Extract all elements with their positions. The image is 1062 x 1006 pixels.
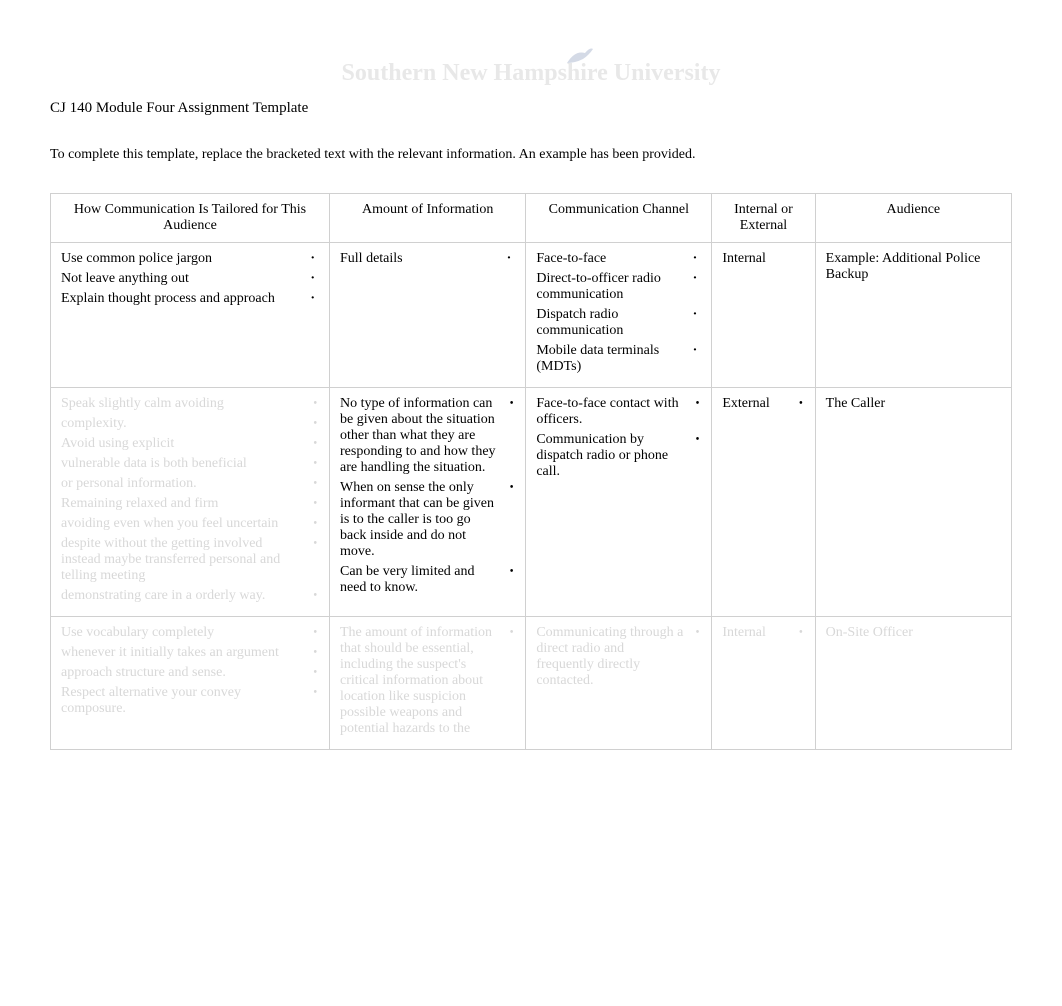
cell-internal: Internal [712, 617, 815, 750]
table-row: Use common police jargon Not leave anythi… [51, 243, 1012, 388]
cell-internal: Internal [712, 243, 815, 388]
list-item: Use common police jargon [61, 251, 319, 267]
list-item: When on sense the only informant that ca… [340, 480, 515, 560]
list-item: Remaining relaxed and firm [61, 496, 319, 512]
cell-amount: The amount of information that should be… [330, 617, 526, 750]
list-item: despite without the getting involved ins… [61, 536, 319, 584]
cell-amount: No type of information can be given abou… [330, 388, 526, 617]
list-item: Face-to-face contact with officers. [536, 396, 701, 428]
list-item: The amount of information that should be… [340, 625, 515, 737]
list-item: avoiding even when you feel uncertain [61, 516, 319, 532]
list-item: or personal information. [61, 476, 319, 492]
list-item: approach structure and sense. [61, 665, 319, 681]
header-tailored: How Communication Is Tailored for This A… [51, 194, 330, 243]
list-item: whenever it initially takes an argument [61, 645, 319, 661]
list-item: vulnerable data is both beneficial [61, 456, 319, 472]
table-row: Use vocabulary completely whenever it in… [51, 617, 1012, 750]
list-item: No type of information can be given abou… [340, 396, 515, 476]
list-item: Not leave anything out [61, 271, 319, 287]
list-item: Face-to-face [536, 251, 701, 267]
cell-tailored: Use common police jargon Not leave anythi… [51, 243, 330, 388]
list-item: complexity. [61, 416, 319, 432]
table-header-row: How Communication Is Tailored for This A… [51, 194, 1012, 243]
cell-internal: External [712, 388, 815, 617]
cell-tailored: Speak slightly calm avoiding complexity.… [51, 388, 330, 617]
list-item: Communicating through a direct radio and… [536, 625, 701, 689]
cell-audience: On-Site Officer [815, 617, 1011, 750]
cell-channel: Face-to-face Direct-to-officer radio comm… [526, 243, 712, 388]
list-item: Avoid using explicit [61, 436, 319, 452]
header-amount: Amount of Information [330, 194, 526, 243]
table-row: Speak slightly calm avoiding complexity.… [51, 388, 1012, 617]
list-item: Respect alternative your convey composur… [61, 685, 319, 717]
list-item: Mobile data terminals (MDTs) [536, 343, 701, 375]
list-item: External [722, 396, 804, 412]
watermark-logo-icon [565, 45, 595, 67]
cell-audience: The Caller [815, 388, 1011, 617]
header-channel: Communication Channel [526, 194, 712, 243]
list-item: Dispatch radio communication [536, 307, 701, 339]
list-item: Explain thought process and approach [61, 291, 319, 307]
list-item: Communication by dispatch radio or phone… [536, 432, 701, 480]
list-item: Internal [722, 625, 804, 641]
list-item: Can be very limited and need to know. [340, 564, 515, 596]
cell-channel: Face-to-face contact with officers. Commu… [526, 388, 712, 617]
communication-table: How Communication Is Tailored for This A… [50, 193, 1012, 750]
header-internal: Internal or External [712, 194, 815, 243]
cell-channel: Communicating through a direct radio and… [526, 617, 712, 750]
list-item: Direct-to-officer radio communication [536, 271, 701, 303]
list-item: demonstrating care in a orderly way. [61, 588, 319, 604]
cell-tailored: Use vocabulary completely whenever it in… [51, 617, 330, 750]
page-title: CJ 140 Module Four Assignment Template [50, 100, 1012, 117]
cell-amount: Full details [330, 243, 526, 388]
list-item: Speak slightly calm avoiding [61, 396, 319, 412]
cell-audience: Example: Additional Police Backup [815, 243, 1011, 388]
list-item: Full details [340, 251, 515, 267]
watermark-text: Southern New Hampshire University [342, 60, 721, 87]
header-audience: Audience [815, 194, 1011, 243]
instruction-text: To complete this template, replace the b… [50, 147, 1012, 163]
list-item: Use vocabulary completely [61, 625, 319, 641]
